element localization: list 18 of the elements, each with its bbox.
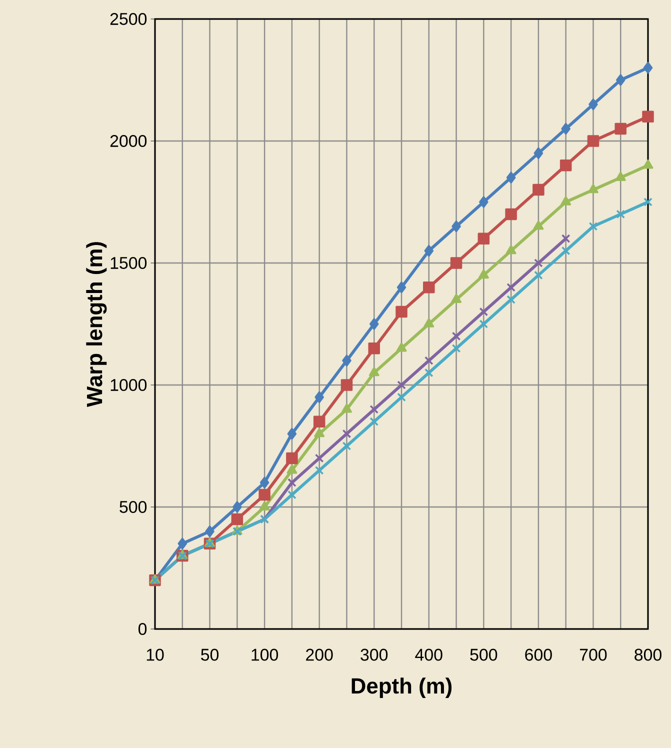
x-tick-label: 100 bbox=[252, 648, 278, 661]
y-tick-label: 2500 bbox=[110, 12, 147, 25]
x-tick-label: 700 bbox=[580, 648, 607, 661]
y-tick-label: 1500 bbox=[110, 256, 147, 269]
x-axis-title: Depth (m) bbox=[352, 678, 452, 698]
y-tick-label: 0 bbox=[138, 622, 147, 635]
x-tick-label: 800 bbox=[634, 648, 662, 661]
y-tick-label: 2000 bbox=[110, 134, 147, 147]
x-tick-label: 400 bbox=[415, 648, 442, 661]
x-tick-label: 10 bbox=[146, 648, 164, 661]
y-tick-label: 500 bbox=[120, 500, 147, 513]
x-tick-label: 50 bbox=[201, 648, 219, 661]
y-axis-title: Warp length (m) bbox=[86, 242, 107, 407]
x-tick-label: 300 bbox=[360, 648, 388, 661]
x-tick-label: 500 bbox=[470, 648, 498, 661]
y-tick-label: 1000 bbox=[110, 378, 147, 391]
x-tick-label: 600 bbox=[525, 648, 552, 661]
x-tick-label: 200 bbox=[306, 648, 333, 661]
